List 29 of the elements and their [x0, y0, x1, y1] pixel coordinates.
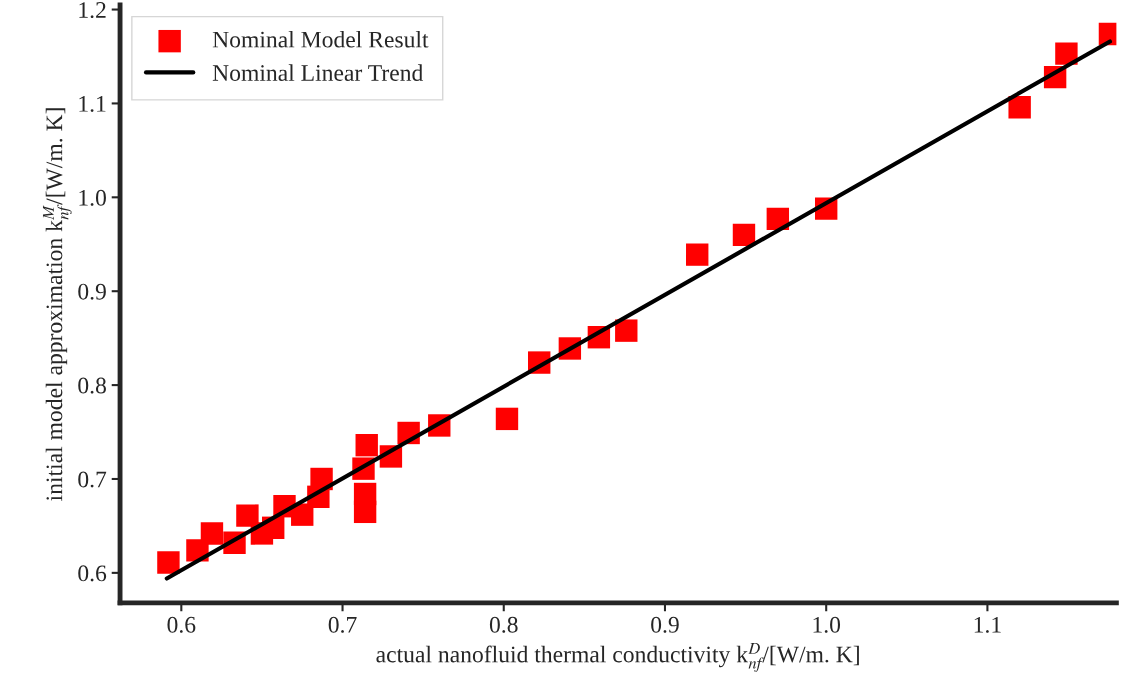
- x-tick-label: 0.7: [328, 616, 357, 633]
- point: [355, 433, 378, 457]
- x-tick-label: 1.1: [974, 616, 1001, 633]
- legend-label: Nominal Linear Trend: [212, 64, 424, 81]
- y-axis-title: initial model approximation k$^{M}$$_{nf}$/[W/m. K]: [42, 108, 72, 501]
- x-tick-label: 0.9: [651, 616, 679, 633]
- y-tick-label: 0.6: [78, 565, 107, 582]
- point: [236, 504, 259, 527]
- point: [1055, 42, 1078, 65]
- y-tick-label: 1.2: [79, 2, 106, 19]
- point: [200, 522, 224, 545]
- legend-label: Nominal Model Result: [212, 30, 429, 48]
- y-tick-label: 1.1: [79, 96, 106, 112]
- x-axis-title: actual nanofluid thermal conductivity k$^{D}$$_{nf}$/[W/m. K]: [376, 643, 859, 672]
- y-tick-label: 0.7: [78, 471, 107, 488]
- x-tick-label: 1.0: [813, 616, 841, 633]
- point: [615, 319, 638, 342]
- y-tick-label: 0.8: [78, 377, 106, 394]
- y-tick-label: 0.9: [78, 283, 106, 300]
- y-tick-label: 1.0: [79, 189, 106, 206]
- x-tick-label: 0.8: [489, 616, 518, 633]
- point: [686, 243, 709, 266]
- point: [732, 223, 756, 247]
- point: [1008, 95, 1031, 119]
- x-tick-label: 0.6: [167, 616, 196, 633]
- point: [310, 467, 333, 491]
- point: [495, 407, 519, 431]
- point: [157, 551, 180, 574]
- point: [353, 500, 377, 524]
